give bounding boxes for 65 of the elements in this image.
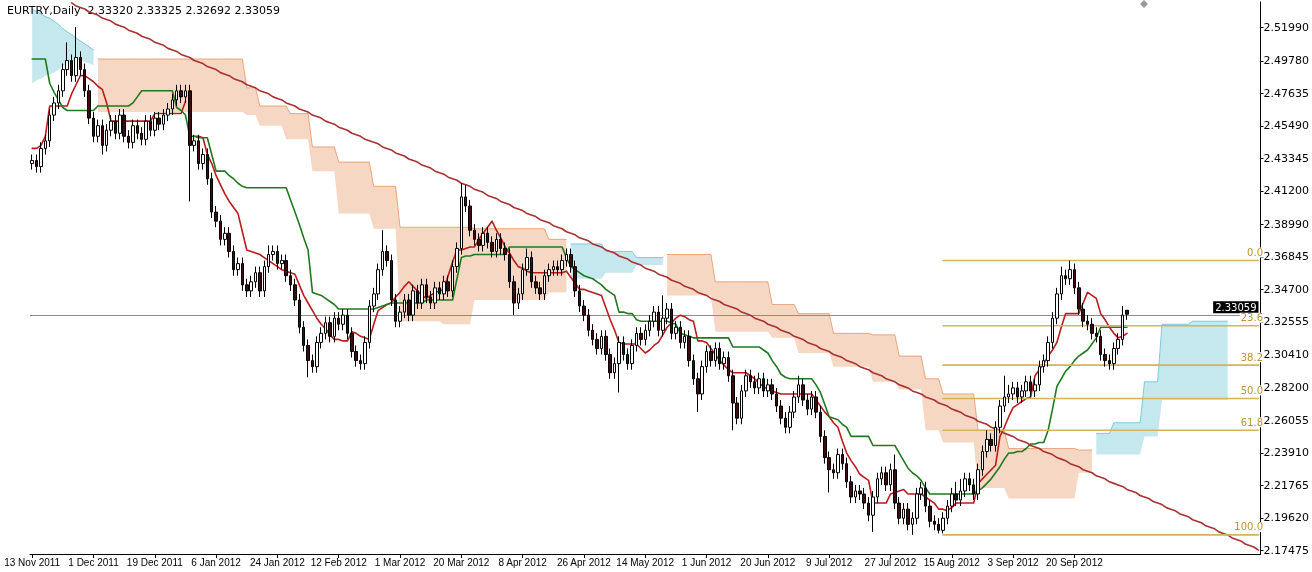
candlestick	[481, 226, 485, 252]
y-tick-label: 2.23910	[1263, 446, 1310, 460]
candlestick	[411, 284, 415, 322]
candlestick	[884, 466, 888, 492]
x-tick-label: 26 Apr 2012	[556, 556, 612, 568]
candlestick	[131, 119, 135, 149]
y-tick-label: 2.17475	[1263, 543, 1310, 557]
y-tick-label: 2.38990	[1263, 217, 1310, 231]
x-tick-label: 27 Jul 2012	[864, 556, 917, 568]
x-tick-label: 12 Feb 2012	[310, 556, 368, 568]
x-tick-label: 15 Aug 2012	[923, 556, 981, 568]
annotation: 38.2	[1240, 351, 1263, 363]
y-tick-label: 2.49780	[1263, 54, 1310, 68]
x-tick-label: 9 Jul 2012	[806, 556, 853, 568]
x-tick-label: 20 Jun 2012	[740, 556, 796, 568]
y-tick-label: 2.41200	[1263, 184, 1310, 198]
candlestick	[30, 153, 34, 171]
candlestick	[144, 114, 148, 146]
y-tick-label: 2.28200	[1263, 381, 1310, 395]
candlestick	[118, 108, 122, 140]
ref-line-label: 2.33059	[1215, 301, 1257, 313]
x-tick-label: 20 Sep 2012	[1046, 556, 1104, 568]
y-tick-label: 2.45490	[1263, 119, 1310, 133]
y-tick-label: 2.26055	[1263, 413, 1310, 427]
y-tick-label: 2.32555	[1263, 315, 1310, 329]
y-tick-label: 2.19620	[1263, 511, 1310, 525]
x-tick-label: 1 Mar 2012	[374, 556, 426, 568]
candlestick	[442, 275, 446, 301]
x-tick-label: 1 Dec 2011	[68, 556, 120, 568]
candlestick	[420, 278, 424, 310]
x-tick-label: 19 Dec 2011	[126, 556, 184, 568]
x-tick-label: 14 May 2012	[616, 556, 675, 568]
candlestick	[906, 502, 910, 531]
x-tick-label: 8 Apr 2012	[498, 556, 548, 568]
y-tick-label: 2.21765	[1263, 478, 1310, 492]
y-tick-label: 2.34700	[1263, 282, 1310, 296]
x-tick-label: 13 Nov 2011	[4, 556, 61, 568]
x-tick-label: 1 Jun 2012	[681, 556, 732, 568]
annotation: 61.8	[1240, 416, 1263, 428]
annotation: 50.0	[1240, 384, 1263, 396]
candlestick	[328, 316, 332, 343]
annotation: 23.6	[1240, 312, 1263, 324]
candlestick	[179, 84, 183, 104]
x-tick-label: 6 Jan 2012	[191, 556, 242, 568]
chart-title: EURTRY,Daily 2.33320 2.33325 2.32692 2.33059	[7, 4, 280, 17]
y-tick-label: 2.47635	[1263, 86, 1310, 100]
candlestick	[1090, 317, 1094, 340]
y-tick-label: 2.51990	[1263, 20, 1310, 34]
candlestick	[433, 281, 437, 310]
x-tick-label: 24 Jan 2012	[249, 556, 306, 568]
y-tick-label: 2.36845	[1263, 250, 1310, 264]
candlestick	[617, 335, 621, 393]
x-tick-label: 3 Sep 2012	[987, 556, 1040, 568]
y-tick-label: 2.30410	[1263, 347, 1310, 361]
annotation: 100.0	[1234, 521, 1263, 533]
candlestick	[188, 84, 192, 202]
candlestick	[74, 26, 78, 83]
candlestick	[1011, 381, 1015, 401]
annotation: 0.0	[1247, 247, 1263, 259]
candlestick	[661, 294, 665, 337]
y-tick-label: 2.43345	[1263, 151, 1310, 165]
candlestick	[836, 448, 840, 480]
candlestick	[757, 372, 761, 395]
x-tick-label: 20 Mar 2012	[433, 556, 490, 568]
candlestick	[153, 111, 157, 137]
